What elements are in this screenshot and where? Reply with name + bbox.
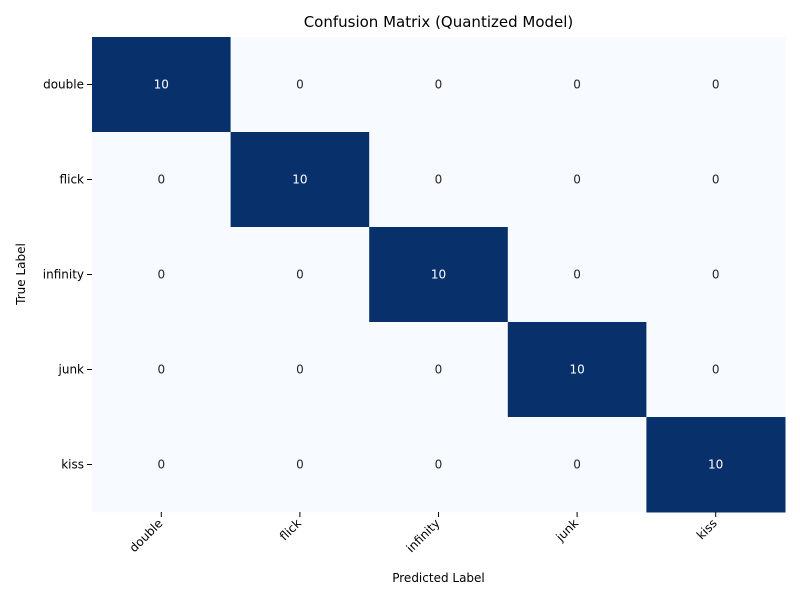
heatmap-cell bbox=[230, 132, 370, 228]
cell-value-label: 0 bbox=[435, 458, 443, 472]
heatmap-cell bbox=[369, 417, 509, 513]
heatmap-cell bbox=[92, 322, 232, 418]
heatmap-cell bbox=[507, 37, 647, 133]
heatmap-cell bbox=[507, 132, 647, 228]
cell-value-label: 0 bbox=[435, 78, 443, 92]
heatmap-cell bbox=[92, 132, 232, 228]
cell-value-label: 0 bbox=[712, 173, 720, 187]
y-tick-label: flick bbox=[60, 173, 84, 187]
cell-value-label: 0 bbox=[435, 173, 443, 187]
cell-annotations: 10 0 0 0 0 0 10 0 0 0 0 0 10 0 0 0 0 0 10 0 0 0 0 0 10 bbox=[154, 78, 724, 472]
cell-value-label: 0 bbox=[712, 268, 720, 282]
y-tick-label: junk bbox=[58, 363, 85, 377]
heatmap-cell bbox=[369, 322, 509, 418]
cell-value-label: 10 bbox=[154, 78, 169, 92]
heatmap-cells bbox=[92, 37, 786, 513]
heatmap-cell bbox=[369, 132, 509, 228]
heatmap-cell bbox=[369, 37, 509, 133]
heatmap-cell bbox=[230, 417, 370, 513]
heatmap-cell bbox=[369, 227, 509, 323]
cell-value-label: 10 bbox=[569, 363, 584, 377]
heatmap-cell bbox=[507, 417, 647, 513]
heatmap-cell bbox=[230, 227, 370, 323]
chart-title: Confusion Matrix (Quantized Model) bbox=[304, 13, 574, 31]
heatmap-cell bbox=[230, 37, 370, 133]
cell-value-label: 0 bbox=[157, 268, 165, 282]
cell-value-label: 0 bbox=[157, 458, 165, 472]
heatmap-cell bbox=[92, 37, 232, 133]
cell-value-label: 0 bbox=[712, 78, 720, 92]
y-axis: double flick infinity junk kiss bbox=[43, 78, 92, 472]
cell-value-label: 0 bbox=[712, 363, 720, 377]
cell-value-label: 0 bbox=[157, 363, 165, 377]
heatmap-cell bbox=[92, 417, 232, 513]
cell-value-label: 0 bbox=[573, 458, 581, 472]
cell-value-label: 0 bbox=[573, 173, 581, 187]
heatmap-cell bbox=[646, 322, 786, 418]
heatmap-cell bbox=[646, 132, 786, 228]
y-axis-label: True Label bbox=[14, 243, 28, 306]
cell-value-label: 0 bbox=[296, 363, 304, 377]
cell-value-label: 0 bbox=[435, 363, 443, 377]
cell-value-label: 0 bbox=[296, 458, 304, 472]
heatmap-cell bbox=[646, 37, 786, 133]
heatmap-cell bbox=[507, 322, 647, 418]
cell-value-label: 10 bbox=[708, 458, 723, 472]
heatmap-cell bbox=[92, 227, 232, 323]
cell-value-label: 10 bbox=[292, 173, 307, 187]
cell-value-label: 0 bbox=[157, 173, 165, 187]
cell-value-label: 10 bbox=[431, 268, 446, 282]
heatmap-cell bbox=[646, 227, 786, 323]
cell-value-label: 0 bbox=[296, 268, 304, 282]
cell-value-label: 0 bbox=[296, 78, 304, 92]
cell-value-label: 0 bbox=[573, 268, 581, 282]
y-tick-label: infinity bbox=[43, 268, 84, 282]
y-tick-label: kiss bbox=[61, 458, 84, 472]
heatmap-cell bbox=[507, 227, 647, 323]
heatmap-cell bbox=[646, 417, 786, 513]
cell-value-label: 0 bbox=[573, 78, 581, 92]
heatmap-cell bbox=[230, 322, 370, 418]
y-tick-label: double bbox=[43, 78, 84, 92]
x-axis-label: Predicted Label bbox=[392, 571, 485, 585]
